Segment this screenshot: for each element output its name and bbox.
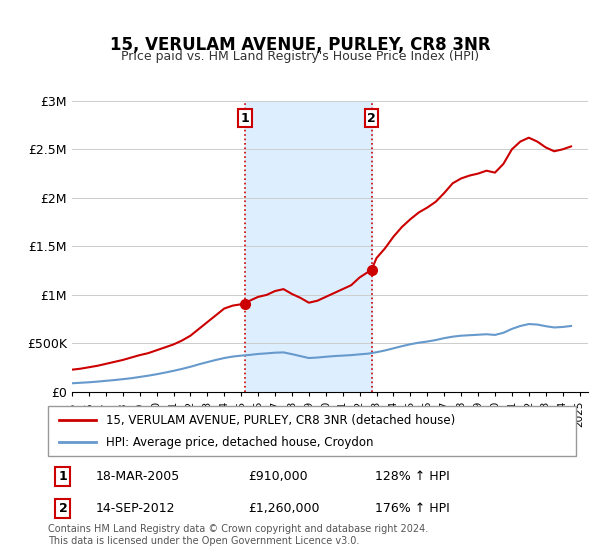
Text: 15, VERULAM AVENUE, PURLEY, CR8 3NR (detached house): 15, VERULAM AVENUE, PURLEY, CR8 3NR (det… (106, 414, 455, 427)
Text: Price paid vs. HM Land Registry's House Price Index (HPI): Price paid vs. HM Land Registry's House … (121, 50, 479, 63)
Text: £1,260,000: £1,260,000 (248, 502, 320, 515)
Text: 2: 2 (367, 112, 376, 125)
Text: 128% ↑ HPI: 128% ↑ HPI (376, 470, 450, 483)
Text: Contains HM Land Registry data © Crown copyright and database right 2024.
This d: Contains HM Land Registry data © Crown c… (48, 524, 428, 546)
Text: 14-SEP-2012: 14-SEP-2012 (95, 502, 175, 515)
Text: 176% ↑ HPI: 176% ↑ HPI (376, 502, 450, 515)
Text: 1: 1 (59, 470, 67, 483)
Text: HPI: Average price, detached house, Croydon: HPI: Average price, detached house, Croy… (106, 436, 374, 449)
Text: 1: 1 (241, 112, 249, 125)
Text: 2: 2 (59, 502, 67, 515)
Text: 18-MAR-2005: 18-MAR-2005 (95, 470, 180, 483)
FancyBboxPatch shape (48, 406, 576, 456)
Bar (245, 101, 371, 392)
Text: 15, VERULAM AVENUE, PURLEY, CR8 3NR: 15, VERULAM AVENUE, PURLEY, CR8 3NR (110, 36, 490, 54)
Text: £910,000: £910,000 (248, 470, 308, 483)
